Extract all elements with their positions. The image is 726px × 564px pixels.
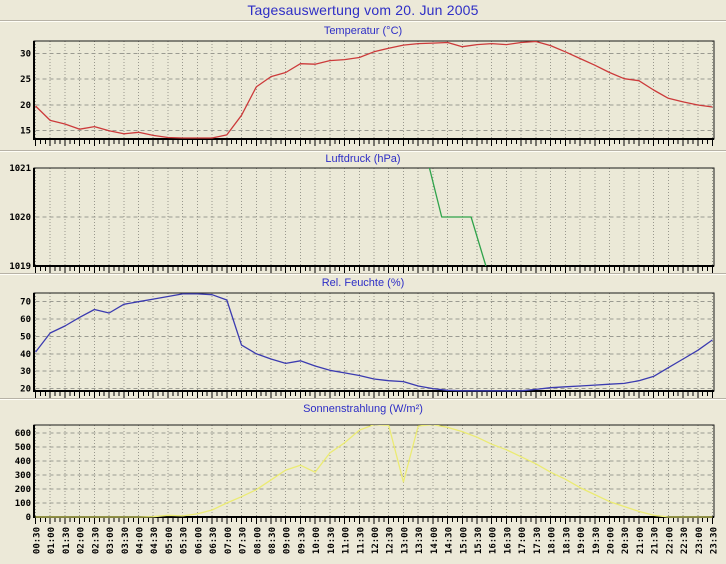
svg-text:04:00: 04:00 <box>136 527 146 554</box>
temperature-chart: 15 20 25 30 <box>20 40 715 146</box>
pressure-chart-title: Luftdruck (hPa) <box>325 153 401 165</box>
svg-text:15: 15 <box>20 127 31 137</box>
svg-text:08:30: 08:30 <box>268 527 278 554</box>
divider <box>0 273 726 275</box>
svg-text:15:30: 15:30 <box>474 527 484 554</box>
svg-text:12:00: 12:00 <box>371 527 381 554</box>
svg-text:05:30: 05:30 <box>180 527 190 554</box>
svg-text:14:00: 14:00 <box>430 527 440 554</box>
svg-text:09:00: 09:00 <box>283 527 293 554</box>
svg-text:40: 40 <box>20 350 31 360</box>
svg-text:20:30: 20:30 <box>621 527 631 554</box>
svg-text:06:30: 06:30 <box>209 527 219 554</box>
svg-text:22:00: 22:00 <box>665 527 675 554</box>
svg-text:01:00: 01:00 <box>47 527 57 554</box>
svg-text:16:30: 16:30 <box>503 527 513 554</box>
svg-text:04:30: 04:30 <box>150 527 160 554</box>
svg-text:07:30: 07:30 <box>239 527 249 554</box>
svg-text:11:00: 11:00 <box>342 527 352 554</box>
svg-text:18:00: 18:00 <box>548 527 558 554</box>
divider <box>0 20 726 22</box>
divider <box>0 398 726 400</box>
svg-text:09:30: 09:30 <box>297 527 307 554</box>
svg-text:21:00: 21:00 <box>636 527 646 554</box>
svg-text:02:00: 02:00 <box>77 527 87 554</box>
svg-text:20: 20 <box>20 385 31 395</box>
svg-text:12:30: 12:30 <box>386 527 396 554</box>
svg-text:10:30: 10:30 <box>327 527 337 554</box>
svg-text:11:30: 11:30 <box>356 527 366 554</box>
svg-text:17:30: 17:30 <box>533 527 543 554</box>
page-title: Tagesauswertung vom 20. Jun 2005 <box>247 2 479 18</box>
svg-text:13:30: 13:30 <box>415 527 425 554</box>
svg-text:00:30: 00:30 <box>33 527 43 554</box>
svg-text:70: 70 <box>20 298 31 308</box>
svg-text:05:00: 05:00 <box>165 527 175 554</box>
svg-text:600: 600 <box>15 429 31 439</box>
svg-text:08:00: 08:00 <box>253 527 263 554</box>
humidity-chart-title: Rel. Feuchte (%) <box>321 277 405 289</box>
svg-text:10:00: 10:00 <box>312 527 322 554</box>
svg-text:07:00: 07:00 <box>224 527 234 554</box>
svg-text:20:00: 20:00 <box>606 527 616 554</box>
radiation-chart-title: Sonnenstrahlung (W/m²) <box>303 403 423 415</box>
svg-text:1021: 1021 <box>9 164 31 174</box>
svg-text:25: 25 <box>20 75 31 85</box>
page-header: Tagesauswertung vom 20. Jun 2005 <box>0 0 726 20</box>
svg-text:200: 200 <box>15 485 31 495</box>
temperature-chart-title: Temperatur (°C) <box>323 25 403 37</box>
svg-text:19:30: 19:30 <box>592 527 602 554</box>
svg-text:21:30: 21:30 <box>651 527 661 554</box>
svg-text:02:30: 02:30 <box>91 527 101 554</box>
pressure-chart: 1019 1020 1021 <box>9 164 715 273</box>
humidity-chart: 20 30 40 50 60 70 <box>20 292 715 398</box>
svg-text:100: 100 <box>15 499 31 509</box>
svg-text:16:00: 16:00 <box>489 527 499 554</box>
svg-text:22:30: 22:30 <box>680 527 690 554</box>
svg-text:15:00: 15:00 <box>459 527 469 554</box>
svg-text:30: 30 <box>20 367 31 377</box>
svg-text:20: 20 <box>20 101 31 111</box>
svg-text:14:30: 14:30 <box>445 527 455 554</box>
radiation-chart: 0 100 200 300 400 500 600 00:30 01:00 01:30 02:00 0… <box>15 424 720 554</box>
svg-text:60: 60 <box>20 315 31 325</box>
svg-text:1019: 1019 <box>9 262 31 272</box>
svg-text:19:00: 19:00 <box>577 527 587 554</box>
svg-text:400: 400 <box>15 457 31 467</box>
svg-text:23:00: 23:00 <box>695 527 705 554</box>
svg-text:13:00: 13:00 <box>400 527 410 554</box>
svg-text:06:00: 06:00 <box>194 527 204 554</box>
svg-text:03:00: 03:00 <box>106 527 116 554</box>
svg-text:1020: 1020 <box>9 213 31 223</box>
divider <box>0 150 726 152</box>
svg-text:01:30: 01:30 <box>62 527 72 554</box>
svg-text:0: 0 <box>26 513 31 523</box>
svg-text:23:30: 23:30 <box>710 527 720 554</box>
svg-text:500: 500 <box>15 443 31 453</box>
svg-text:30: 30 <box>20 49 31 59</box>
svg-text:18:30: 18:30 <box>562 527 572 554</box>
svg-text:50: 50 <box>20 332 31 342</box>
svg-text:17:00: 17:00 <box>518 527 528 554</box>
svg-text:03:30: 03:30 <box>121 527 131 554</box>
svg-text:300: 300 <box>15 471 31 481</box>
